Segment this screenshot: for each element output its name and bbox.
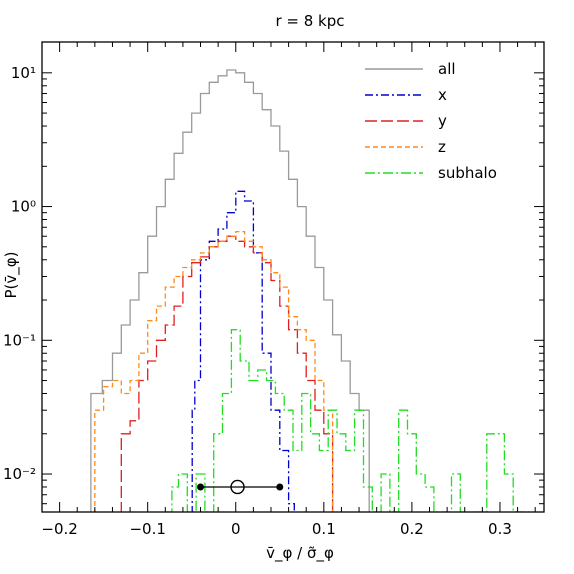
marker-open-0 <box>230 479 245 495</box>
y-tick-label: 10⁻² <box>3 465 36 483</box>
x-tick-label: −0.2 <box>41 520 77 538</box>
x-tick-label: 0.1 <box>312 520 336 538</box>
x-tick-label: −0.1 <box>129 520 165 538</box>
series-layer <box>90 69 530 512</box>
x-tick-label: 0.3 <box>488 520 512 538</box>
legend-label-z: z <box>438 138 446 156</box>
legend-label-x: x <box>438 86 447 104</box>
legend-label-all: all <box>438 60 456 78</box>
y-tick-label: 10⁰ <box>11 198 36 216</box>
x-tick-label: 0 <box>231 520 241 538</box>
marker-filled-1 <box>276 483 284 491</box>
legend-label-y: y <box>438 112 447 130</box>
y-axis-label: P(v̄_φ) <box>2 251 21 298</box>
x-axis-label: v̄_φ / σ̃_φ <box>266 544 334 563</box>
y-tick-label: 10¹ <box>11 64 36 82</box>
marker-layer <box>197 479 284 495</box>
series-z <box>94 230 334 512</box>
series-x <box>191 190 295 512</box>
axes: −0.2 −0.1 0 0.1 0.2 0.3 10⁻² 10⁻¹ 10⁰ 10¹ <box>3 41 545 538</box>
legend-label-subhalo: subhalo <box>438 164 497 182</box>
plot-frame <box>41 41 545 513</box>
y-tick-label: 10⁻¹ <box>3 331 36 349</box>
series-y <box>120 235 334 512</box>
series-all <box>90 69 370 512</box>
legend: all xyz subhalo <box>365 60 497 182</box>
series-subhalo <box>166 329 530 512</box>
x-tick-label: 0.2 <box>400 520 424 538</box>
marker-filled-0 <box>197 483 205 491</box>
chart-title: r = 8 kpc <box>275 12 344 30</box>
